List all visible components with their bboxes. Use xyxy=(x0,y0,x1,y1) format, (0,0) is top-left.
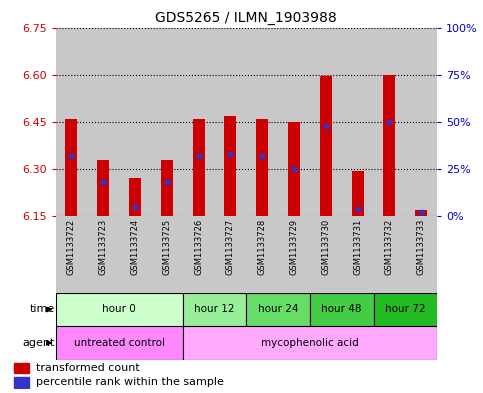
Text: GSM1133733: GSM1133733 xyxy=(417,219,426,275)
Text: untreated control: untreated control xyxy=(73,338,165,348)
Bar xyxy=(214,28,246,216)
Text: GSM1133724: GSM1133724 xyxy=(130,219,140,275)
Text: hour 24: hour 24 xyxy=(258,305,298,314)
Bar xyxy=(56,216,87,293)
Bar xyxy=(278,28,310,216)
Bar xyxy=(65,119,77,216)
Text: mycophenolic acid: mycophenolic acid xyxy=(261,338,359,348)
Text: GSM1133729: GSM1133729 xyxy=(289,219,298,275)
Bar xyxy=(246,293,310,326)
Text: GSM1133727: GSM1133727 xyxy=(226,219,235,275)
Text: time: time xyxy=(29,305,55,314)
Bar xyxy=(87,28,119,216)
Text: hour 12: hour 12 xyxy=(194,305,235,314)
Bar xyxy=(310,216,342,293)
Bar xyxy=(246,216,278,293)
Title: GDS5265 / ILMN_1903988: GDS5265 / ILMN_1903988 xyxy=(156,11,337,25)
Bar xyxy=(56,28,87,216)
Bar xyxy=(342,28,373,216)
Bar xyxy=(373,216,405,293)
Text: GSM1133722: GSM1133722 xyxy=(67,219,76,275)
Text: GSM1133726: GSM1133726 xyxy=(194,219,203,275)
Bar xyxy=(214,216,246,293)
Bar xyxy=(97,160,109,216)
Bar xyxy=(183,293,246,326)
Bar xyxy=(129,178,141,216)
Bar xyxy=(119,216,151,293)
Bar xyxy=(87,216,119,293)
Bar xyxy=(310,293,373,326)
Bar xyxy=(352,171,364,216)
Text: GSM1133728: GSM1133728 xyxy=(258,219,267,275)
Bar xyxy=(183,28,214,216)
Bar xyxy=(183,326,437,360)
Text: agent: agent xyxy=(23,338,55,348)
Text: GSM1133732: GSM1133732 xyxy=(385,219,394,275)
Bar xyxy=(310,28,342,216)
Bar xyxy=(320,76,332,216)
Bar xyxy=(278,216,310,293)
Text: hour 0: hour 0 xyxy=(102,305,136,314)
Bar xyxy=(288,122,300,216)
Bar xyxy=(373,293,437,326)
Bar xyxy=(384,75,396,216)
Text: hour 72: hour 72 xyxy=(385,305,426,314)
Bar xyxy=(415,210,427,216)
Text: GSM1133725: GSM1133725 xyxy=(162,219,171,275)
Bar xyxy=(56,293,183,326)
Bar xyxy=(151,216,183,293)
Text: GSM1133730: GSM1133730 xyxy=(321,219,330,275)
Text: percentile rank within the sample: percentile rank within the sample xyxy=(36,377,224,387)
Bar xyxy=(405,216,437,293)
Text: GSM1133723: GSM1133723 xyxy=(99,219,108,275)
Bar xyxy=(161,160,173,216)
Bar xyxy=(14,377,29,387)
Bar xyxy=(56,326,183,360)
Bar xyxy=(373,28,405,216)
Bar xyxy=(193,119,205,216)
Text: hour 48: hour 48 xyxy=(322,305,362,314)
Bar xyxy=(151,28,183,216)
Bar xyxy=(342,216,373,293)
Bar xyxy=(14,362,29,373)
Bar xyxy=(183,216,214,293)
Text: transformed count: transformed count xyxy=(36,363,140,373)
Bar xyxy=(225,116,237,216)
Bar xyxy=(405,28,437,216)
Text: GSM1133731: GSM1133731 xyxy=(353,219,362,275)
Bar xyxy=(256,119,268,216)
Bar xyxy=(119,28,151,216)
Bar xyxy=(246,28,278,216)
